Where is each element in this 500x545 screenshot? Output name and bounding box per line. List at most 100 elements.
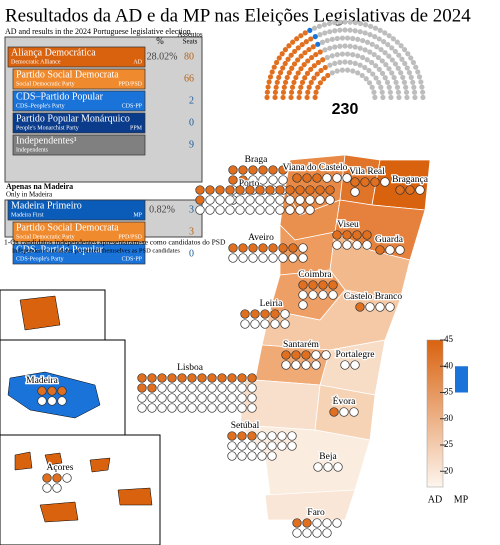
seat-dot xyxy=(317,32,323,38)
district-seat xyxy=(270,309,280,319)
seat-dot xyxy=(293,74,299,81)
scale-label: 40 xyxy=(444,360,454,370)
seat-dot xyxy=(298,66,304,72)
district-seat xyxy=(250,319,260,329)
district-seat xyxy=(205,205,215,215)
district-label: Braga xyxy=(245,155,268,165)
district-seat xyxy=(47,396,57,406)
district-seat xyxy=(177,383,187,393)
party-abbr: PPM xyxy=(130,125,143,131)
seat-dot xyxy=(392,48,398,55)
seat-dot xyxy=(355,53,361,59)
scale-label: 20 xyxy=(444,465,454,475)
seat-dot xyxy=(357,29,363,35)
district-seat xyxy=(157,383,167,393)
district-seat xyxy=(298,280,308,290)
district-seat xyxy=(227,403,237,413)
seat-dot xyxy=(382,50,388,56)
seat-dot xyxy=(334,35,340,42)
district-seat xyxy=(405,185,415,195)
district-seat xyxy=(267,451,277,461)
seat-dot xyxy=(299,41,305,48)
district-seat xyxy=(305,185,315,195)
seat-dot xyxy=(416,74,423,80)
district-seat xyxy=(278,175,288,185)
seat-dot xyxy=(389,70,395,76)
seat-dot xyxy=(276,74,282,80)
district-seat xyxy=(268,253,278,263)
district-seat xyxy=(225,195,235,205)
district-seat xyxy=(318,280,328,290)
district-seat xyxy=(355,302,365,312)
district-seat xyxy=(329,407,339,417)
seat-dot xyxy=(420,89,426,95)
seat-dot xyxy=(298,33,304,39)
seat-dot xyxy=(314,71,320,77)
seat-dot xyxy=(288,89,295,95)
district-seat xyxy=(260,309,270,319)
district-seat xyxy=(302,528,312,538)
seat-dot xyxy=(292,48,298,55)
district-seat xyxy=(323,462,333,472)
district-seat xyxy=(167,393,177,403)
seat-dot xyxy=(347,19,353,25)
district-seat xyxy=(245,205,255,215)
seat-dot xyxy=(359,72,365,79)
district-seat xyxy=(292,518,302,528)
district-label: Açores xyxy=(47,463,74,473)
seat-dot xyxy=(373,63,379,69)
district-seat xyxy=(37,386,47,396)
party-seats: 66 xyxy=(184,73,194,84)
seat-dot xyxy=(379,89,385,95)
seat-dot xyxy=(386,53,392,59)
seat-dot xyxy=(273,84,279,90)
district-seat xyxy=(255,195,265,205)
district-seat xyxy=(275,195,285,205)
seat-dot xyxy=(291,79,297,85)
district-seat xyxy=(237,383,247,393)
district-seat xyxy=(257,431,267,441)
seat-dot xyxy=(366,67,372,74)
district-seat xyxy=(292,528,302,538)
district-seat xyxy=(295,205,305,215)
seat-dot xyxy=(294,36,300,42)
seat-dot xyxy=(369,84,375,90)
seat-dot xyxy=(276,55,282,61)
legend-ad: AD xyxy=(428,494,442,505)
seat-dot xyxy=(317,80,324,86)
district-seat xyxy=(240,309,250,319)
seat-dot xyxy=(347,43,353,49)
district-seat xyxy=(197,403,207,413)
district-seat xyxy=(312,173,322,183)
district-seat xyxy=(308,280,318,290)
seat-dot xyxy=(266,79,272,85)
party-name: Madeira Primeiro xyxy=(11,200,82,211)
party-box xyxy=(12,134,146,156)
party-abbr: CDS-PP xyxy=(122,256,143,262)
seat-dot xyxy=(363,22,369,28)
seat-dot xyxy=(400,74,406,81)
seat-dot xyxy=(327,62,333,68)
district-seat xyxy=(137,373,147,383)
district-seat xyxy=(167,383,177,393)
seat-dot xyxy=(329,70,335,76)
district-seat xyxy=(312,518,322,528)
seat-dot xyxy=(385,41,391,48)
seat-dot xyxy=(301,62,307,68)
district-seat xyxy=(167,403,177,413)
district-label: Setúbal xyxy=(231,421,260,431)
title: Resultados da AD e da MP nas Eleições Le… xyxy=(5,5,471,26)
seat-dot xyxy=(406,70,413,76)
seat-dot xyxy=(327,45,333,51)
district-seat xyxy=(305,205,315,215)
district-seat xyxy=(370,177,380,187)
seat-dot xyxy=(410,79,416,85)
party-name-en: CDS-People's Party xyxy=(16,256,64,262)
district-seat xyxy=(285,205,295,215)
seat-dot xyxy=(389,57,395,63)
district-seat xyxy=(301,350,311,360)
district-seat xyxy=(177,403,187,413)
district-label: Viseu xyxy=(337,220,359,230)
seat-dot xyxy=(411,89,418,95)
